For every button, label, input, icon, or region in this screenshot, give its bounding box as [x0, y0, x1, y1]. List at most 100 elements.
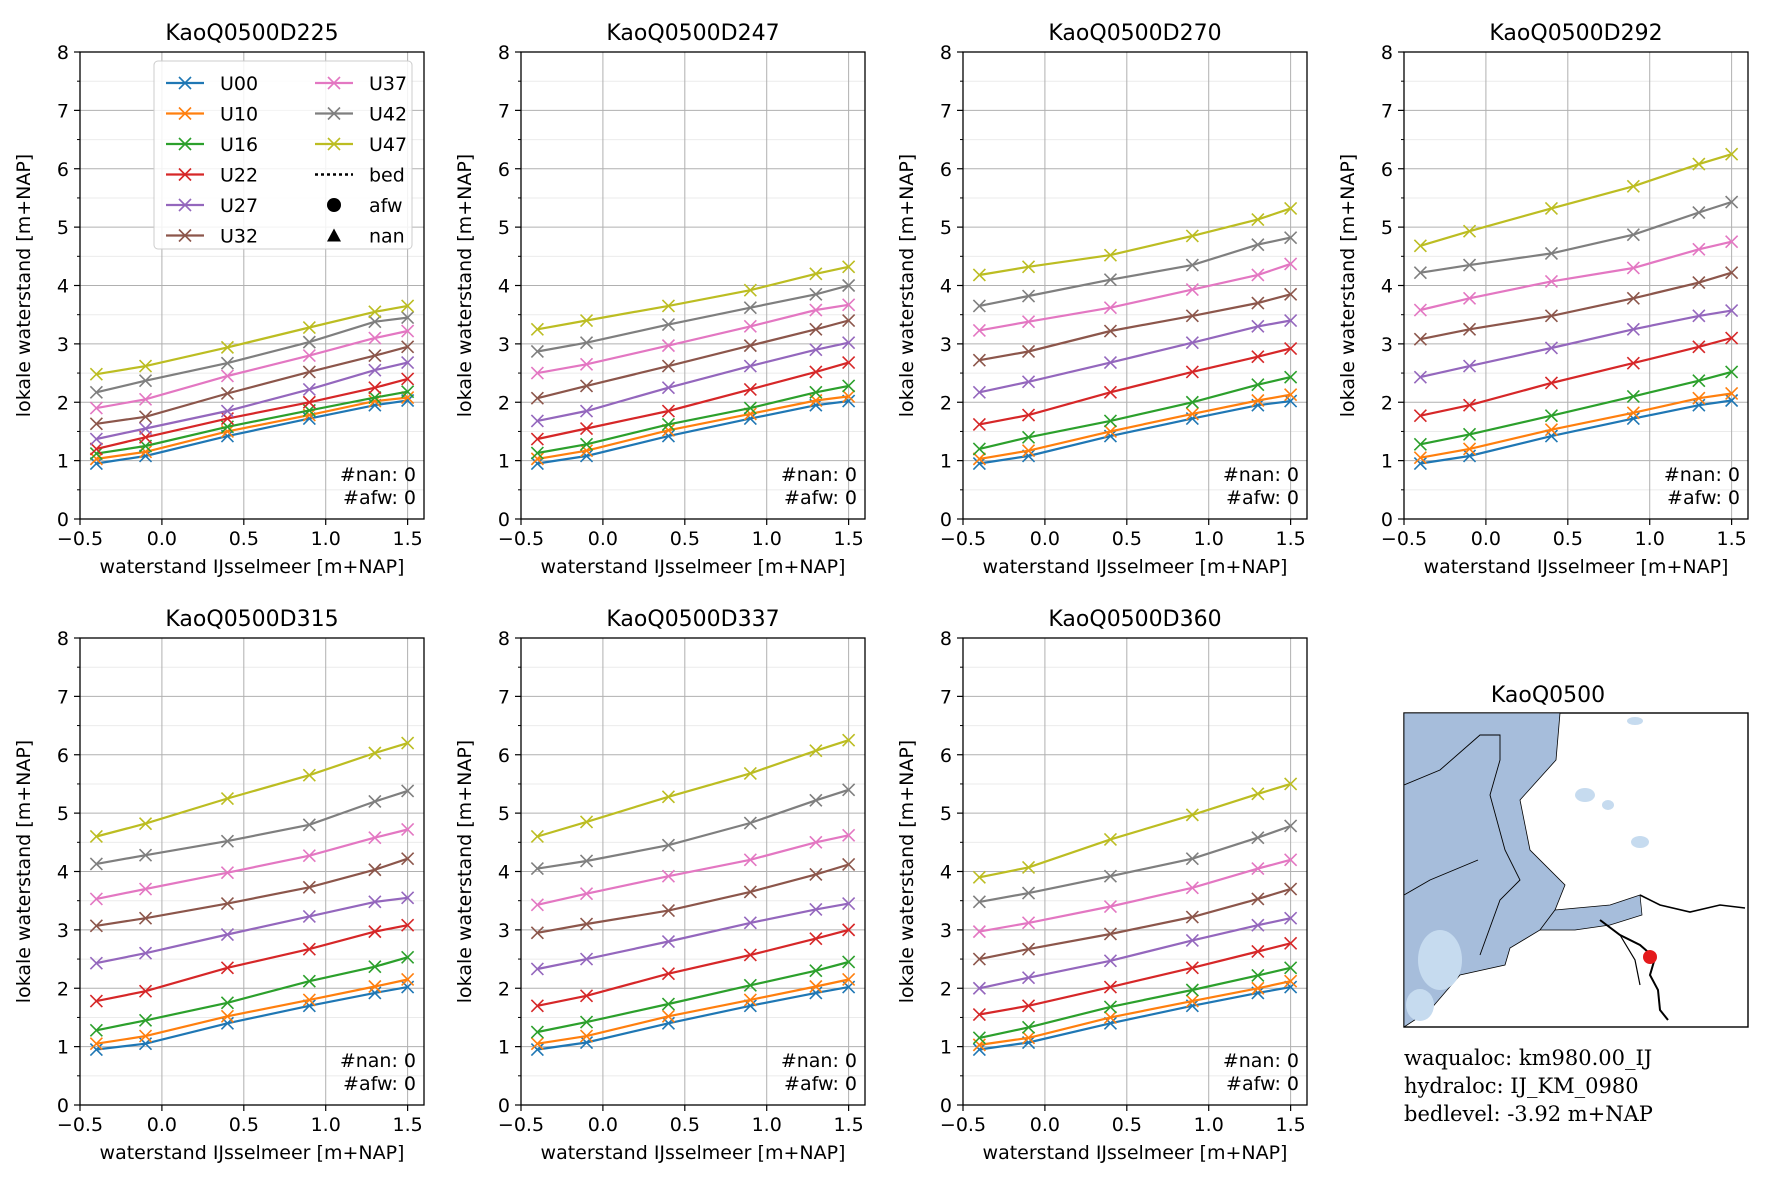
- x-tick-label: 1.0: [1635, 528, 1665, 550]
- x-tick-label: 1.0: [1194, 1114, 1224, 1136]
- data-point: [579, 379, 594, 393]
- x-tick-label: 1.5: [393, 1114, 423, 1136]
- data-point: [842, 897, 856, 911]
- data-point: [1251, 981, 1265, 995]
- data-point: [661, 404, 675, 418]
- data-point: [401, 311, 415, 325]
- chart-panel-5: −0.5 0.0 0.5 1.0 1.5 0 1 2 3 4 5 6 7 8 KaoQ0500D315 wat…: [13, 607, 425, 1164]
- data-point: [401, 736, 415, 750]
- x-tick-label: 1.0: [1194, 528, 1224, 550]
- data-point: [401, 372, 415, 386]
- data-point: [661, 381, 675, 395]
- y-tick-label: 1: [57, 451, 69, 473]
- series-line-u00: [537, 400, 849, 465]
- chart-title: KaoQ0500D270: [1048, 21, 1221, 46]
- series-line-u42: [96, 789, 408, 865]
- legend-label: U37: [369, 73, 407, 95]
- data-point: [809, 932, 823, 946]
- data-point: [89, 994, 103, 1008]
- data-point: [579, 887, 594, 901]
- legend-item-u42: U42: [315, 104, 407, 126]
- series-line-u27: [96, 361, 408, 441]
- data-point: [1185, 407, 1199, 421]
- series-line-u22: [96, 924, 408, 1003]
- series-line-u10: [537, 978, 849, 1045]
- data-point: [1692, 374, 1706, 388]
- data-point: [302, 974, 316, 988]
- data-point: [972, 452, 986, 466]
- data-point: [809, 986, 823, 1000]
- data-point: [1021, 344, 1036, 359]
- data-point: [972, 1007, 986, 1022]
- location-marker: [1643, 950, 1657, 964]
- y-axis-label: lokale waterstand [m+NAP]: [454, 154, 476, 417]
- y-axis-label: lokale waterstand [m+NAP]: [13, 154, 35, 417]
- legend-label: U47: [369, 134, 407, 156]
- series-line-u10: [537, 395, 849, 460]
- series-line-u32: [979, 293, 1291, 362]
- data-point: [1462, 291, 1477, 305]
- y-tick-label: 5: [1381, 217, 1393, 239]
- series-line-u27: [979, 917, 1291, 990]
- y-tick-label: 3: [498, 334, 510, 356]
- data-point: [1185, 994, 1199, 1008]
- y-tick-label: 5: [940, 217, 952, 239]
- data-point: [401, 822, 415, 837]
- x-tick-label: −0.5: [57, 528, 103, 550]
- data-point: [743, 319, 757, 333]
- data-point: [1462, 442, 1477, 456]
- data-point: [1251, 212, 1265, 227]
- y-tick-label: 5: [57, 217, 69, 239]
- data-point: [89, 432, 103, 446]
- data-point: [1462, 427, 1477, 441]
- data-point: [1103, 301, 1117, 315]
- series-line-u42: [979, 824, 1291, 903]
- data-point: [1692, 309, 1706, 323]
- data-point: [1103, 355, 1117, 370]
- data-point: [220, 369, 234, 383]
- data-point: [1284, 961, 1298, 975]
- chart-panel-3: −0.5 0.0 0.5 1.0 1.5 0 1 2 3 4 5 6 7 8 KaoQ0500D270 wat…: [896, 21, 1308, 578]
- data-point: [1413, 239, 1427, 253]
- data-point: [302, 818, 316, 832]
- data-point: [220, 996, 234, 1010]
- x-tick-label: 1.5: [1276, 528, 1306, 550]
- data-point: [579, 404, 594, 418]
- data-point: [1185, 365, 1199, 379]
- data-point: [1284, 313, 1298, 328]
- legend-label: U32: [220, 226, 258, 248]
- x-axis-label: waterstand IJsselmeer [m+NAP]: [541, 1142, 846, 1164]
- data-point: [1692, 242, 1706, 256]
- series-line-u37: [979, 858, 1291, 933]
- data-point: [972, 870, 986, 884]
- data-point: [1185, 258, 1199, 272]
- y-tick-label: 6: [1381, 159, 1393, 181]
- data-point: [1544, 423, 1558, 437]
- data-point: [1544, 409, 1558, 423]
- y-tick-label: 2: [57, 978, 69, 1000]
- chart-title: KaoQ0500D337: [606, 607, 779, 632]
- y-tick-label: 1: [940, 1037, 952, 1059]
- data-point: [89, 367, 103, 381]
- y-tick-label: 6: [498, 745, 510, 767]
- small-lake: [1631, 836, 1649, 848]
- series-line-u10: [1420, 392, 1732, 459]
- data-point: [1544, 201, 1558, 216]
- data-point: [1251, 892, 1265, 906]
- data-point: [1021, 942, 1036, 956]
- series-line-u22: [979, 347, 1291, 426]
- count-annotation: #afw: 0: [343, 487, 416, 509]
- data-point: [743, 853, 757, 867]
- data-point: [1021, 315, 1036, 329]
- series-line-u42: [96, 316, 408, 394]
- legend-item-nan: nan: [327, 226, 405, 248]
- data-point: [302, 395, 316, 409]
- data-point: [1251, 862, 1265, 876]
- data-point: [743, 916, 757, 930]
- y-tick-label: 6: [498, 159, 510, 181]
- data-point: [530, 1042, 544, 1057]
- count-annotation: #nan: 0: [340, 464, 416, 486]
- x-tick-label: 0.5: [1112, 528, 1142, 550]
- data-point: [1413, 451, 1427, 465]
